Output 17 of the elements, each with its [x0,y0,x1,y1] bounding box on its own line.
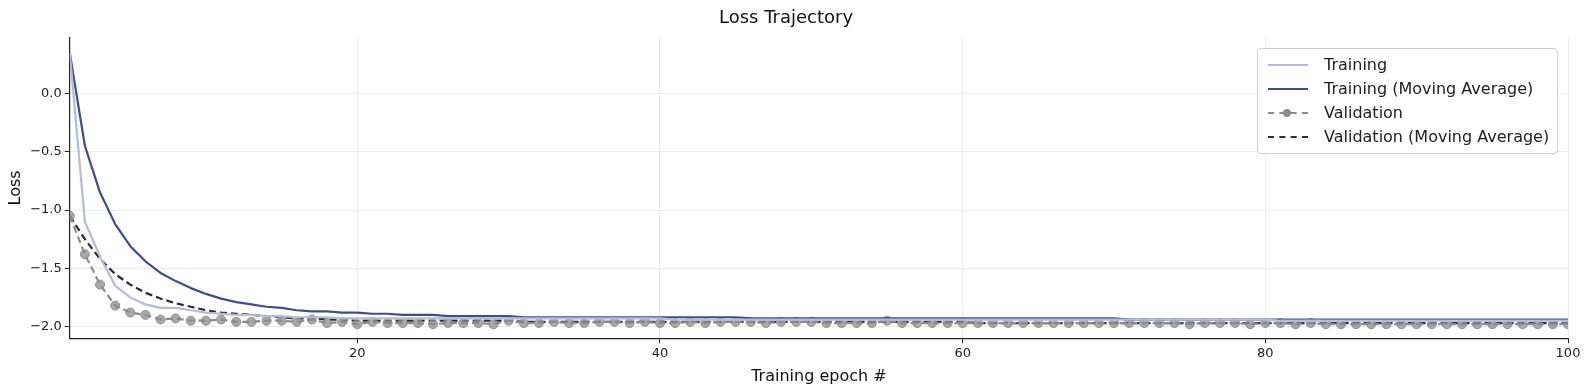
x-tick-label: 100 [1555,345,1581,361]
y-tick-label: −1.0 [30,201,62,217]
legend-label: Validation [1324,103,1404,123]
legend-label: Validation (Moving Average) [1324,127,1550,147]
chart-title: Loss Trajectory [718,6,854,28]
x-tick-label: 60 [954,345,971,361]
x-tick-label: 40 [651,345,669,361]
y-tick-label: −1.5 [30,259,62,275]
y-tick-label: 0.0 [41,84,62,100]
x-tick-label: 80 [1257,345,1274,361]
x-tick-label: 20 [349,345,366,361]
y-axis-title: Loss [4,170,24,206]
y-tick-label: −2.0 [30,317,62,333]
legend-label: Training (Moving Average) [1324,79,1534,99]
legend-label: Training [1324,55,1388,75]
y-tick-label: −0.5 [30,143,62,159]
x-axis-title: Training epoch # [750,365,887,385]
